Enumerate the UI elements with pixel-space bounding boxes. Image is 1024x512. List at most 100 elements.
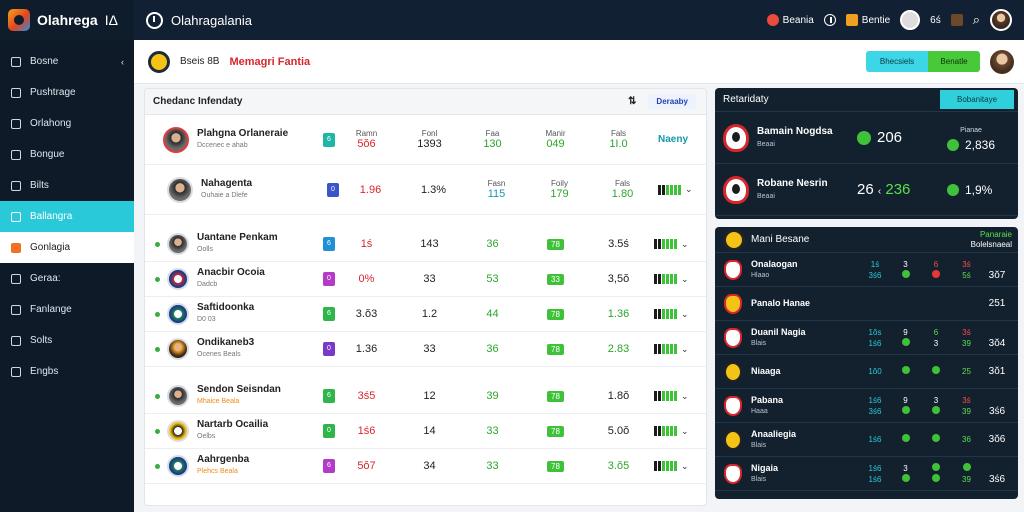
sidebar-item-label: Bilts xyxy=(30,180,49,191)
header-avatar[interactable] xyxy=(990,49,1014,74)
player-name: Sendon Seisndan xyxy=(197,384,281,395)
standings-cells: 1ŏ0 25 3ŏ1 xyxy=(861,366,1011,377)
row-expand-chevron-icon[interactable]: ⌄ xyxy=(681,390,689,401)
standings-labels: Panaraie Bolelsnaeal xyxy=(971,230,1012,250)
stat-value: 36 xyxy=(486,343,499,355)
row-expand-chevron-icon[interactable]: ⌄ xyxy=(681,273,689,284)
sidebar-item-label: Ballangra xyxy=(30,211,73,222)
sidebar-item-geraa[interactable]: Geraa: xyxy=(0,263,134,294)
player-name-cell: Nartarb Ocailia Oelbs xyxy=(197,419,317,443)
sidebar-item-fanlange[interactable]: Fanlange xyxy=(0,294,134,325)
player-tag: 6 xyxy=(323,307,335,321)
sidebar-item-label: Engbs xyxy=(30,366,59,377)
stat-value: 5.0ŏ xyxy=(607,425,630,437)
stat-value: 179 xyxy=(550,188,569,200)
standings-row[interactable]: Panalo Hanae 251 xyxy=(715,287,1018,321)
app-logo-icon xyxy=(8,9,30,31)
standings-row[interactable]: Niaaga 1ŏ0 25 3ŏ1 xyxy=(715,355,1018,389)
collapse-chevron-icon[interactable]: ‹ xyxy=(121,56,124,67)
chip-bentie[interactable]: Bentie xyxy=(845,14,890,26)
table-row[interactable]: Nahagenta Ouhaie a Dlefe 0 1.96 1.3% Fasn… xyxy=(145,165,706,215)
chip-beania[interactable]: Beania xyxy=(766,14,814,26)
green-action-button[interactable]: Benatle xyxy=(928,51,980,72)
sort-icon[interactable]: ⇅ xyxy=(628,96,637,107)
sidebar-item-bosne[interactable]: Bosne ‹ xyxy=(0,46,134,77)
sidebar-item-engbs[interactable]: Engbs xyxy=(0,356,134,387)
standings-row[interactable]: Nigaia Blais 1ś6 1ś6 3 39 3ś6 xyxy=(715,457,1018,491)
sidebar-item-bongue[interactable]: Bongue xyxy=(0,139,134,170)
row-expand-chevron-icon[interactable]: ⌄ xyxy=(681,460,689,471)
stat-value: 33 xyxy=(486,425,499,437)
row-expand-chevron-icon[interactable]: ⌄ xyxy=(681,238,689,249)
table-row[interactable]: Plahgna Orlaneraie Dccenec e ahab 6 Ramn 5… xyxy=(145,115,706,165)
standings-row[interactable]: Pabana Haaa 1ś6 3ś6 9 3 3ś 39 3ś6 xyxy=(715,389,1018,423)
stat-value: 33 xyxy=(547,274,564,285)
stat-header: Foily xyxy=(551,179,568,188)
sidebar-item-gonlagia[interactable]: Gonlagia xyxy=(0,232,134,263)
team-crest-icon xyxy=(723,175,749,204)
score-value: 206 xyxy=(877,129,903,146)
row-expand-chevron-icon[interactable]: ⌄ xyxy=(685,184,693,194)
search-icon[interactable]: ⌕ xyxy=(972,12,980,27)
match-row[interactable]: Robane Nesrin Beaai 26 ‹ 236 1,9% xyxy=(715,164,1018,216)
table-row[interactable]: Uantane Penkam Oolls 6 1ś 143 36 78 3.5ś … xyxy=(145,227,706,262)
cell: 3ŏ6 xyxy=(988,434,1006,445)
cyan-action-button[interactable]: Bhecsiels xyxy=(866,51,928,72)
brand-suffix: ΙΔ xyxy=(104,12,118,28)
sidebar: Bosne ‹ Pushtrage Orlahong Bongue Bilts B… xyxy=(0,40,134,512)
status-dot xyxy=(155,463,160,469)
team-sub: Hlaao xyxy=(751,271,770,279)
standings-row[interactable]: Anaaliegia Blais 1ś6 36 3ŏ6 xyxy=(715,423,1018,457)
match-panel-header: Retaridaty Bobanitaye xyxy=(715,88,1018,112)
table-row[interactable]: Aahrgenba Plehcs Beala 6 5ŏ7 34 33 78 3.ŏ… xyxy=(145,449,706,484)
stat-col-5: 3.5ś xyxy=(587,238,650,250)
table-row[interactable]: Ondikaneb3 Ocenes Beals 0 1.36 33 36 78 2… xyxy=(145,332,706,367)
sidebar-item-ballangra[interactable]: Ballangra xyxy=(0,201,134,232)
profile-avatar[interactable] xyxy=(990,9,1012,31)
standings-row[interactable]: Onalaogan Hlaao 1ś 3ś6 3 6 3ś 5ś 3ŏ7 xyxy=(715,253,1018,287)
table-row[interactable]: Nartarb Ocailia Oelbs 0 1ś6 14 33 78 5.0ŏ… xyxy=(145,414,706,449)
stat-value: 1393 xyxy=(417,138,442,150)
cell: 251 xyxy=(988,298,1006,309)
table-row[interactable]: Sendon Seisndan Mhaice Beala 6 3ś5 12 39 … xyxy=(145,379,706,414)
stat-col-4: Manir 049 xyxy=(524,129,587,150)
table-row[interactable]: Saftidoonka D0 03 6 3.ŏ3 1.2 44 78 1.36 ⌄ xyxy=(145,297,706,332)
sidebar-item-orlahong[interactable]: Orlahong xyxy=(0,108,134,139)
table-row[interactable]: Anacbir Ocoia Dadcb 0 0% 33 53 33 3,5ŏ ⌄ xyxy=(145,262,706,297)
match-row[interactable]: Bamain Nogdsa Beaai 206 Pianae 2,836 xyxy=(715,112,1018,164)
team-crest-icon xyxy=(724,361,742,382)
gift-icon[interactable] xyxy=(950,14,963,26)
stat-col-4: 33 xyxy=(524,273,587,285)
player-avatar xyxy=(167,268,189,290)
team-name: Panalo Hanae xyxy=(751,298,811,308)
brand[interactable]: Olahrega ΙΔ xyxy=(0,0,134,40)
stat-col-1: 1.96 xyxy=(339,184,402,196)
row-expand-chevron-icon[interactable]: ⌄ xyxy=(681,425,689,436)
player-name-cell: Plahgna Orlaneraie Dccenec e ahab xyxy=(197,128,317,152)
clock-icon[interactable] xyxy=(146,11,163,29)
chip-six[interactable]: 6ś xyxy=(930,14,941,26)
row-expand-chevron-icon[interactable]: ⌄ xyxy=(681,343,689,354)
team-crest-icon xyxy=(724,293,742,314)
stat-header: Fals xyxy=(610,129,627,138)
page-header: Bseis 8B Memagri Fantia Bhecsiels Benatl… xyxy=(134,40,1024,84)
user-avatar-small[interactable] xyxy=(900,10,921,30)
form-bars xyxy=(654,426,677,436)
match-odds: Pianae 2,836 xyxy=(947,124,995,152)
stat-col-5: 2.83 xyxy=(587,343,650,355)
standings-cells: 1ś 3ś6 3 6 3ś 5ś 3ŏ7 xyxy=(861,259,1011,281)
table-filter-pill[interactable]: Deraaby xyxy=(648,94,696,109)
row-extra-label[interactable]: Naeny xyxy=(658,134,689,145)
sidebar-item-pushtrage[interactable]: Pushtrage xyxy=(0,77,134,108)
sidebar-item-solts[interactable]: Solts xyxy=(0,325,134,356)
row-expand-chevron-icon[interactable]: ⌄ xyxy=(681,308,689,319)
match-panel-button[interactable]: Bobanitaye xyxy=(940,90,1014,109)
stat-value: 1.36 xyxy=(355,343,378,355)
player-sub: Dccenec e ahab xyxy=(197,141,248,149)
timer-icon[interactable] xyxy=(823,14,836,26)
sidebar-item-bilts[interactable]: Bilts xyxy=(0,170,134,201)
cell: 39 xyxy=(953,462,981,485)
home-icon xyxy=(11,56,21,67)
team-crest-icon xyxy=(724,463,742,484)
